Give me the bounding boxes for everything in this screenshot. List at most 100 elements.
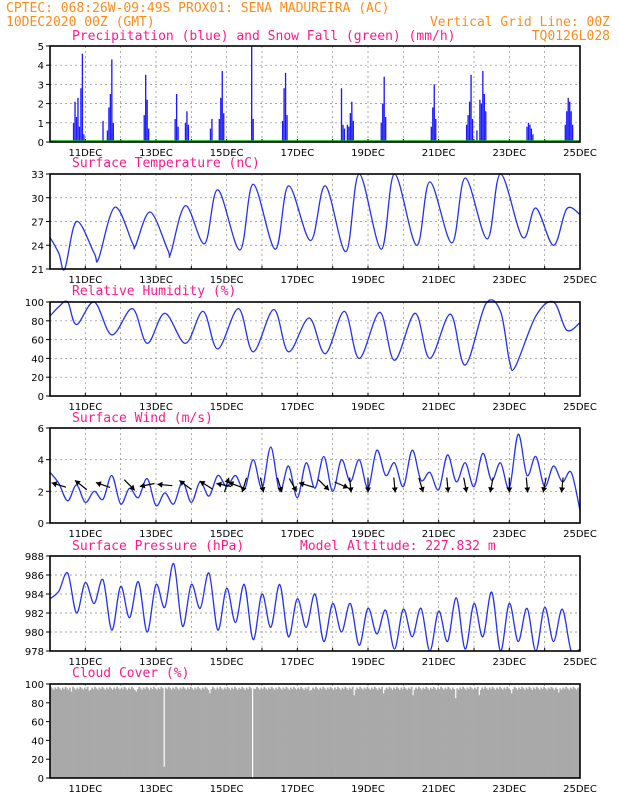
cloud-bar: [357, 689, 360, 778]
cloud-bar: [471, 688, 473, 778]
wind-title: Surface Wind (m/s): [72, 411, 213, 426]
cloud-bar: [82, 689, 85, 778]
cloud-bar: [569, 687, 572, 778]
precip-bar: [529, 124, 531, 142]
cloud-bar: [466, 687, 469, 778]
wind-arrow-head: [418, 486, 425, 493]
temperature-frame: [49, 173, 581, 270]
cloud-bar: [217, 689, 220, 778]
cloud-bar: [104, 689, 107, 778]
cloud-bar: [397, 688, 400, 778]
precip-xtick-label: 13DEC: [139, 148, 173, 159]
precip-bar: [433, 84, 435, 142]
cloud-bar: [419, 688, 422, 778]
cloud-bar: [376, 689, 379, 778]
pressure-title: Surface Pressure (hPa): [72, 539, 244, 554]
cloud-bar: [58, 688, 61, 778]
cloud-bar: [306, 689, 308, 778]
cloud-bar: [204, 686, 207, 778]
wind-xtick-label: 17DEC: [280, 529, 314, 540]
cloud-bar: [401, 689, 404, 778]
humidity-ytick-label: 0: [38, 392, 44, 403]
precip-bar: [569, 101, 571, 142]
cloud-bar: [437, 687, 439, 778]
cloud-bar: [51, 688, 54, 778]
cloud-bar: [130, 686, 133, 778]
cloud-bar: [326, 687, 329, 778]
wind-ytick-label: 2: [38, 487, 44, 498]
humidity-ytick-label: 20: [31, 373, 44, 384]
cloud-bar: [66, 688, 68, 778]
cloud-bar: [332, 689, 335, 778]
precip-ytick-label: 5: [38, 42, 44, 53]
humidity-ytick-label: 60: [31, 336, 44, 347]
pressure-xtick-label: 21DEC: [422, 657, 456, 668]
wind-xtick-label: 11DEC: [68, 529, 102, 540]
cloud-bar: [213, 688, 216, 778]
cloud-bar: [469, 686, 472, 778]
cloud-bar: [161, 688, 164, 778]
cloud-frame: [49, 683, 581, 779]
cloud-bar: [206, 688, 208, 778]
cloud-bar: [431, 689, 434, 778]
cloud-bar: [216, 687, 219, 778]
wind-arrow: [462, 477, 469, 493]
cloud-bar: [319, 687, 322, 778]
cloud-bar: [472, 689, 475, 778]
cloud-bar: [362, 689, 364, 778]
cloud-bar: [351, 686, 354, 778]
cloud-bar: [269, 689, 272, 778]
cloud-bar: [475, 689, 478, 778]
precip-bar: [112, 122, 114, 142]
cloud-bar: [178, 689, 180, 778]
cloud-bar: [368, 688, 370, 778]
cloud-bar: [456, 688, 459, 778]
cloud-bar: [522, 688, 525, 778]
precip-bars: [72, 46, 574, 142]
precip-bar: [146, 99, 148, 142]
wind-panel: 0 2 4 6 11DEC 13DEC 15DEC 17DEC 19DEC 21DEC 23DEC 2…: [38, 424, 597, 540]
header-station-line: CPTEC: 068:26W-09:49S PROX01: SENA MADUR…: [6, 1, 390, 16]
precip-bar: [284, 72, 287, 142]
precip-bar: [147, 128, 150, 142]
cloud-bar: [272, 688, 275, 778]
cloud-bar: [114, 689, 117, 778]
cloud-bar: [313, 689, 316, 778]
cloud-bar: [546, 689, 548, 778]
wind-arrow-head: [342, 483, 349, 489]
wind-arrow: [259, 477, 266, 493]
precip-bar: [485, 111, 487, 142]
cloud-bar: [214, 689, 217, 778]
wind-arrow: [347, 477, 354, 493]
cloud-bar: [259, 689, 261, 778]
temperature-xtick-label: 11DEC: [68, 275, 102, 286]
cloud-bar: [360, 688, 363, 778]
wind-xtick-label: 13DEC: [139, 529, 173, 540]
cloud-bar: [79, 686, 82, 778]
wind-arrow-head: [291, 485, 297, 492]
cloud-bar: [52, 689, 55, 778]
precip-bar: [75, 117, 78, 142]
wind-arrow-head: [179, 480, 186, 486]
cloud-bar: [465, 689, 467, 778]
wind-arrow-head: [391, 487, 398, 493]
cloud-bar: [129, 689, 132, 778]
precip-frame: [49, 45, 581, 143]
precip-bar: [340, 88, 343, 142]
cloud-bar: [518, 687, 520, 778]
temperature-ytick-label: 33: [31, 170, 44, 181]
wind-arrow: [288, 478, 298, 492]
cloud-xtick-label: 13DEC: [139, 784, 173, 795]
cloud-bar: [188, 689, 191, 778]
precip-xtick-label: 23DEC: [492, 148, 526, 159]
precip-bar: [570, 111, 572, 142]
pressure-grid: [50, 556, 580, 651]
cloud-bar: [241, 686, 244, 778]
precip-bar: [483, 94, 485, 142]
temperature-xtick-label: 15DEC: [210, 275, 244, 286]
cloud-bar: [209, 693, 211, 778]
precip-bar: [382, 103, 384, 142]
precip-bar: [102, 120, 104, 142]
cloud-bar: [447, 686, 450, 778]
wind-frame: [49, 427, 581, 524]
